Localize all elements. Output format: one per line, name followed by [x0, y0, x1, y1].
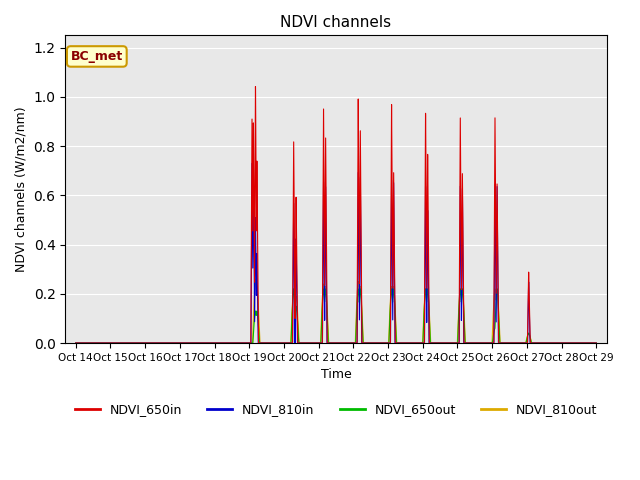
NDVI_810out — [486, 340, 493, 346]
NDVI_650in — [380, 340, 388, 346]
X-axis label: Time: Time — [321, 368, 351, 381]
NDVI_810in — [458, 277, 465, 283]
NDVI_650out — [486, 340, 493, 346]
NDVI_810out — [380, 340, 388, 346]
NDVI_810in — [260, 340, 268, 346]
NDVI_810out — [403, 340, 410, 346]
NDVI_810in — [98, 340, 106, 346]
NDVI_650out — [98, 340, 106, 346]
NDVI_650out — [380, 340, 388, 346]
Title: NDVI channels: NDVI channels — [280, 15, 392, 30]
NDVI_810out — [260, 340, 268, 346]
NDVI_650out — [260, 340, 268, 346]
Line: NDVI_650out: NDVI_650out — [76, 289, 596, 343]
Text: BC_met: BC_met — [70, 50, 123, 63]
NDVI_810in — [486, 340, 493, 346]
NDVI_810out — [593, 340, 600, 346]
NDVI_810out — [458, 291, 465, 297]
NDVI_650out — [290, 286, 298, 292]
NDVI_810in — [248, 160, 256, 166]
NDVI_650in — [486, 340, 493, 346]
NDVI_810in — [380, 340, 388, 346]
Line: NDVI_810out: NDVI_810out — [76, 279, 596, 343]
Legend: NDVI_650in, NDVI_810in, NDVI_650out, NDVI_810out: NDVI_650in, NDVI_810in, NDVI_650out, NDV… — [70, 398, 602, 421]
NDVI_650out — [72, 340, 79, 346]
NDVI_650out — [458, 292, 465, 298]
NDVI_650in — [98, 340, 106, 346]
NDVI_650out — [593, 340, 600, 346]
NDVI_650in — [403, 340, 410, 346]
NDVI_650in — [593, 340, 600, 346]
NDVI_650out — [403, 340, 410, 346]
NDVI_810out — [252, 276, 259, 282]
NDVI_810in — [593, 340, 600, 346]
Line: NDVI_650in: NDVI_650in — [76, 86, 596, 343]
Y-axis label: NDVI channels (W/m2/nm): NDVI channels (W/m2/nm) — [15, 107, 28, 272]
NDVI_810out — [98, 340, 106, 346]
NDVI_650in — [72, 340, 79, 346]
NDVI_650in — [458, 256, 465, 262]
NDVI_650in — [260, 340, 268, 346]
NDVI_810out — [72, 340, 79, 346]
NDVI_810in — [403, 340, 410, 346]
NDVI_650in — [252, 84, 259, 89]
NDVI_810in — [72, 340, 79, 346]
Line: NDVI_810in: NDVI_810in — [76, 163, 596, 343]
